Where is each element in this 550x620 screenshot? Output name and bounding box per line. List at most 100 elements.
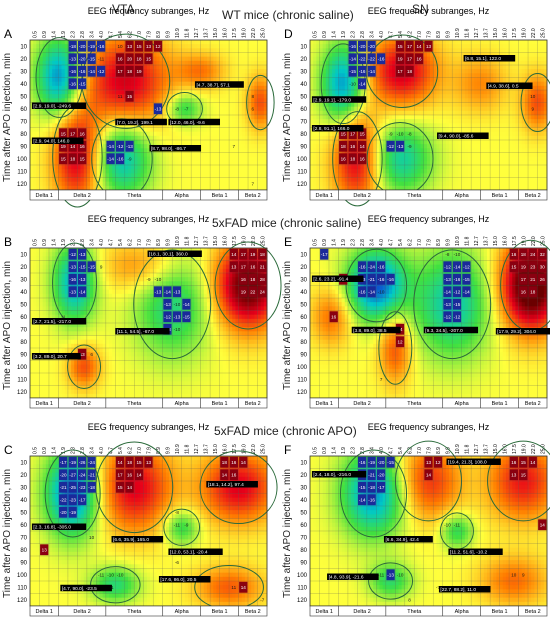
- heatmap-field-cell: [216, 152, 220, 158]
- heatmap-field-cell: [534, 52, 538, 58]
- heatmap-field-cell: [455, 102, 459, 108]
- heatmap-field-cell: [512, 60, 516, 66]
- heatmap-field-cell: [71, 90, 75, 95]
- heatmap-field-cell: [464, 127, 469, 133]
- heatmap-field-cell: [175, 94, 179, 99]
- heatmap-field-cell: [395, 119, 399, 124]
- heatmap-field-cell: [216, 85, 220, 91]
- heatmap-field-cell: [188, 52, 192, 58]
- heatmap-field-cell: [71, 181, 75, 187]
- heatmap-field-cell: [260, 156, 265, 162]
- heatmap-field-cell: [33, 181, 37, 187]
- heatmap-field-cell: [404, 98, 409, 103]
- heatmap-field-cell: [178, 177, 183, 183]
- heatmap-field-cell: [36, 156, 40, 162]
- heatmap-field-cell: [197, 131, 201, 137]
- heatmap-field-cell: [153, 185, 157, 191]
- heatmap-field-cell: [169, 140, 173, 145]
- heatmap-field-cell: [96, 77, 100, 83]
- heatmap-field-cell: [439, 77, 444, 83]
- heatmap-field-cell: [80, 173, 85, 178]
- heatmap-field-cell: [112, 94, 116, 99]
- heatmap-field-cell: [398, 85, 402, 91]
- heatmap-field-cell: [464, 44, 469, 49]
- heatmap-field-cell: [244, 131, 249, 137]
- heatmap-field-cell: [490, 65, 494, 70]
- cell-value-box: [68, 40, 77, 52]
- heatmap-field-cell: [188, 44, 192, 49]
- heatmap-field-cell: [505, 94, 510, 99]
- heatmap-field-cell: [373, 115, 377, 120]
- heatmap-field-cell: [483, 60, 488, 66]
- heatmap-field-cell: [509, 119, 513, 124]
- heatmap-field-cell: [464, 123, 469, 128]
- heatmap-field-cell: [257, 173, 262, 178]
- heatmap-field-cell: [61, 177, 66, 183]
- heatmap-field-cell: [423, 106, 428, 112]
- heatmap-field-cell: [48, 181, 53, 187]
- heatmap-field-cell: [376, 77, 380, 83]
- heatmap-field-cell: [392, 115, 396, 120]
- heatmap-field-cell: [263, 90, 268, 95]
- heatmap-field-cell: [105, 106, 110, 112]
- heatmap-field-cell: [251, 165, 255, 170]
- heatmap-field-cell: [395, 106, 399, 112]
- heatmap-field-cell: [414, 77, 418, 83]
- heatmap-field-cell: [244, 173, 249, 178]
- heatmap-field-cell: [146, 177, 151, 183]
- heatmap-field-cell: [493, 144, 497, 149]
- heatmap-field-cell: [490, 131, 494, 137]
- heatmap-field-cell: [71, 123, 75, 128]
- heatmap-field-cell: [64, 48, 69, 53]
- heatmap-field-cell: [395, 98, 399, 103]
- heatmap-field-cell: [385, 69, 390, 74]
- heatmap-field-cell: [200, 77, 205, 83]
- heatmap-field-cell: [197, 173, 201, 178]
- heatmap-field-cell: [310, 102, 314, 108]
- heatmap-field-cell: [464, 77, 469, 83]
- heatmap-field-cell: [64, 65, 69, 70]
- heatmap-field-cell: [225, 160, 230, 166]
- heatmap-field-cell: [45, 156, 50, 162]
- heatmap-field-cell: [257, 148, 262, 153]
- heatmap-field-cell: [439, 127, 444, 133]
- heatmap-field-cell: [461, 127, 466, 133]
- heatmap-field-cell: [490, 135, 494, 141]
- heatmap-field-cell: [235, 102, 239, 108]
- heatmap-field-cell: [483, 119, 488, 124]
- heatmap-field-cell: [232, 73, 236, 78]
- heatmap-field-cell: [86, 181, 91, 187]
- heatmap-field-cell: [93, 85, 97, 91]
- heatmap-field-cell: [191, 77, 195, 83]
- heatmap-field-cell: [540, 110, 545, 116]
- heatmap-field-cell: [235, 131, 239, 137]
- cell-value: 19: [61, 144, 67, 149]
- heatmap-field-cell: [235, 148, 239, 153]
- heatmap-field-cell: [222, 115, 227, 120]
- heatmap-field-cell: [210, 148, 214, 153]
- heatmap-field-cell: [96, 52, 100, 58]
- heatmap-field-cell: [219, 77, 224, 83]
- heatmap-field-cell: [159, 173, 164, 178]
- heatmap-field-cell: [461, 119, 466, 124]
- heatmap-field-cell: [537, 119, 542, 124]
- heatmap-field-cell: [55, 173, 59, 178]
- freq-tick-label: 17.5: [512, 28, 518, 38]
- heatmap-field-cell: [461, 44, 466, 49]
- heatmap-field-cell: [90, 169, 94, 174]
- heatmap-field-cell: [203, 77, 208, 83]
- heatmap-field-cell: [93, 94, 97, 99]
- heatmap-field-cell: [341, 73, 346, 78]
- heatmap-field-cell: [540, 56, 545, 62]
- annotation-tag: [7.0, 19.2], 199.1: [117, 120, 153, 126]
- heatmap-field-cell: [426, 148, 431, 153]
- heatmap-field-cell: [178, 52, 183, 58]
- heatmap-field-cell: [102, 185, 107, 191]
- cell-value: 16: [117, 57, 123, 62]
- heatmap-field-cell: [254, 69, 258, 74]
- heatmap-field-cell: [540, 123, 545, 128]
- heatmap-field-cell: [39, 60, 43, 66]
- heatmap-field-cell: [251, 156, 255, 162]
- heatmap-field-cell: [244, 144, 249, 149]
- heatmap-field-cell: [222, 165, 227, 170]
